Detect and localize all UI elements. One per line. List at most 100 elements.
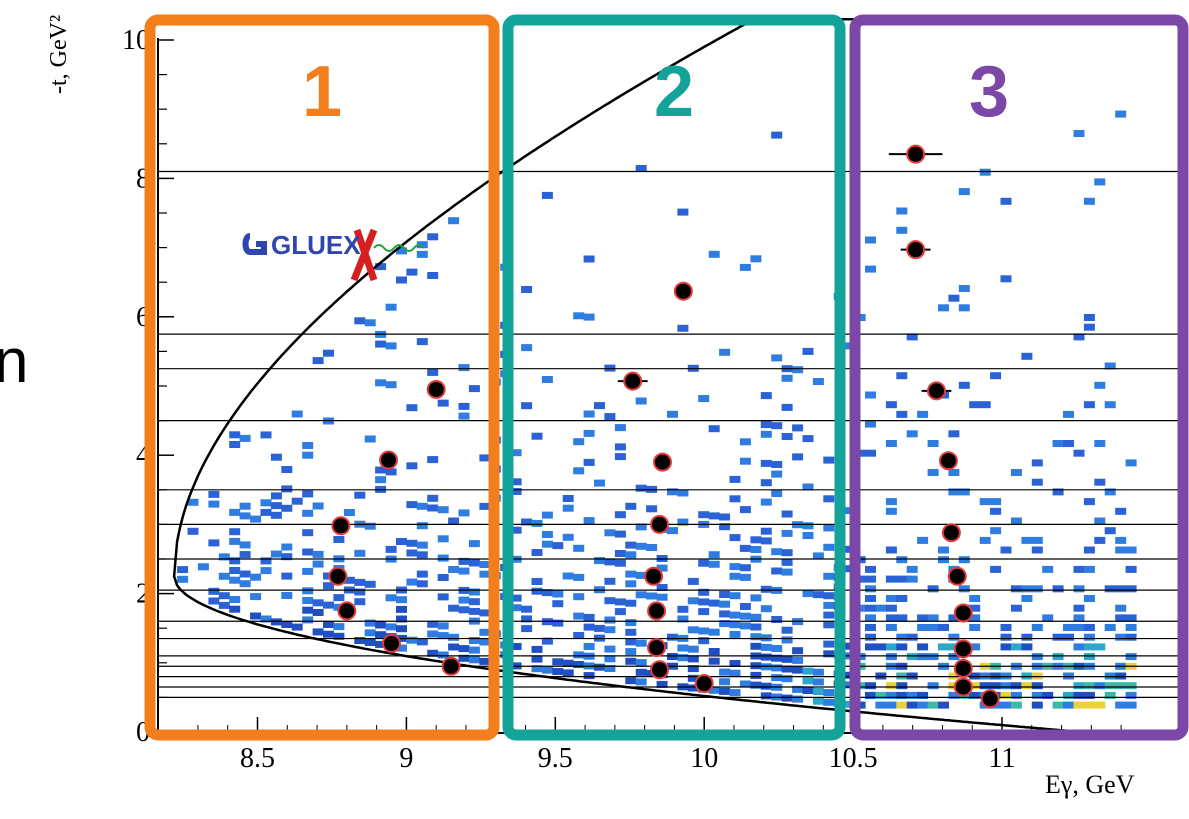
heatmap-cell	[521, 402, 533, 410]
heatmap-cell	[583, 313, 595, 321]
heatmap-cell	[969, 624, 981, 631]
heatmap-cell	[969, 614, 981, 622]
heatmap-cell	[927, 614, 939, 622]
heatmap-cell	[1094, 536, 1106, 544]
heatmap-cell	[479, 570, 491, 578]
heatmap-cell	[1083, 633, 1095, 641]
heatmap-cell	[698, 627, 710, 635]
heatmap-cell	[270, 492, 282, 500]
heatmap-cell	[604, 665, 616, 672]
heatmap-cell	[719, 610, 731, 618]
heatmap-cell	[1125, 682, 1137, 690]
heatmap-cell	[1104, 585, 1116, 593]
heatmap-cell	[229, 605, 241, 613]
heatmap-cell	[604, 645, 616, 653]
heatmap-cell	[792, 424, 804, 432]
heatmap-cell	[625, 502, 637, 510]
heatmap-cell	[375, 640, 387, 648]
heatmap-cell	[416, 250, 428, 258]
heatmap-cell	[187, 498, 199, 506]
heatmap-cell	[396, 276, 407, 284]
heatmap-cell	[750, 633, 762, 641]
heatmap-cell	[479, 454, 491, 462]
heatmap-cell	[375, 476, 387, 484]
heatmap-cell	[781, 403, 793, 411]
heatmap-cell	[677, 518, 689, 526]
heatmap-cell	[781, 568, 793, 576]
heatmap-cell	[979, 168, 991, 176]
heatmap-cell	[677, 654, 689, 662]
heatmap-cell	[708, 551, 720, 559]
heatmap-cell	[906, 575, 918, 583]
heatmap-cell	[885, 440, 897, 447]
heatmap-cell	[865, 643, 876, 651]
heatmap-cell	[802, 347, 814, 355]
heatmap-cell	[708, 686, 720, 694]
heatmap-cell	[521, 605, 533, 613]
heatmap-cell	[1021, 643, 1033, 651]
heatmap-cell	[1010, 643, 1022, 651]
heatmap-cell	[719, 678, 731, 686]
heatmap-cell	[427, 630, 439, 638]
heatmap-cell	[729, 572, 741, 580]
heatmap-cell	[448, 566, 460, 573]
heatmap-cell	[468, 588, 480, 596]
heatmap-cell	[270, 453, 282, 461]
heatmap-cell	[906, 565, 918, 573]
data-point	[379, 450, 399, 470]
heatmap-cell	[812, 688, 824, 695]
heatmap-cell	[969, 691, 981, 699]
heatmap-cell	[302, 567, 314, 575]
heatmap-cell	[604, 655, 616, 663]
heatmap-cell	[375, 263, 387, 271]
heatmap-cell	[281, 466, 293, 473]
heatmap-cell	[302, 606, 314, 614]
heatmap-cell	[771, 645, 783, 652]
heatmap-cell	[729, 611, 741, 619]
heatmap-cell	[917, 410, 929, 418]
heatmap-cell	[323, 582, 334, 590]
heatmap-cell	[771, 548, 783, 556]
heatmap-cell	[625, 628, 637, 636]
heatmap-cell	[541, 589, 553, 597]
heatmap-cell	[614, 530, 626, 538]
heatmap-cell	[218, 553, 230, 561]
heatmap-cell	[969, 595, 981, 602]
heatmap-cell	[781, 626, 793, 634]
heatmap-cell	[781, 694, 793, 702]
heatmap-cell	[333, 594, 345, 602]
heatmap-cell	[1031, 672, 1043, 680]
heatmap-cell	[750, 623, 762, 631]
heatmap-cell	[885, 614, 897, 622]
heatmap-cell	[635, 397, 647, 405]
x-tick-label: 11	[989, 743, 1016, 774]
heatmap-cell	[729, 630, 741, 638]
heatmap-cell	[468, 607, 480, 615]
heatmap-cell	[896, 682, 908, 690]
heatmap-cell	[1104, 488, 1116, 496]
heatmap-cell	[448, 217, 460, 225]
heatmap-cell	[781, 558, 793, 566]
heatmap-cell	[656, 584, 668, 591]
heatmap-cell	[739, 506, 751, 514]
heatmap-cell	[208, 500, 220, 508]
heatmap-cell	[906, 691, 918, 699]
heatmap-cell	[646, 592, 658, 600]
heatmap-cell	[1115, 682, 1127, 690]
heatmap-cell	[865, 691, 876, 699]
heatmap-cell	[917, 614, 929, 622]
heatmap-cell	[729, 495, 741, 503]
heatmap-cell	[771, 131, 783, 139]
heatmap-cell	[656, 593, 668, 601]
heatmap-cell	[396, 247, 407, 255]
heatmap-cell	[875, 604, 887, 612]
heatmap-cell	[802, 590, 814, 598]
heatmap-cell	[218, 592, 230, 600]
heatmap-cell	[531, 519, 543, 527]
heatmap-cell	[594, 663, 605, 671]
x-axis-label: Eγ, GeV	[1045, 770, 1135, 799]
heatmap-cell	[385, 623, 397, 631]
heatmap-cell	[302, 548, 314, 556]
heatmap-cell	[1115, 633, 1127, 641]
heatmap-cell	[458, 402, 470, 410]
